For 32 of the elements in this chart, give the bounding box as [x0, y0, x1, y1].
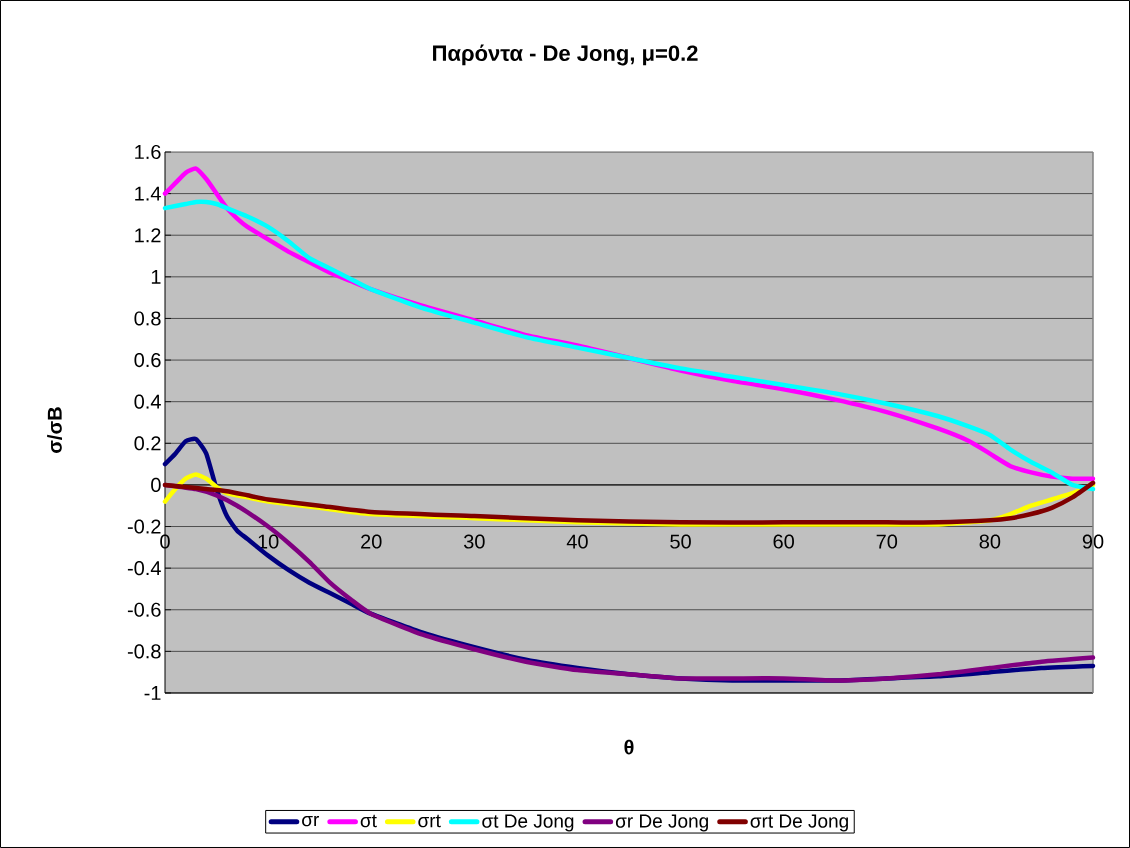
- y-tick-label: -0.2: [127, 519, 161, 534]
- y-tick-label: -0.4: [127, 561, 161, 576]
- y-tick-label: -1: [144, 686, 161, 700]
- y-tick-label: 0.2: [134, 436, 161, 451]
- x-axis-title: θ: [624, 739, 634, 755]
- y-tick-label: 1.4: [135, 186, 161, 201]
- y-tick-label: -0.8: [127, 644, 161, 659]
- y-tick-label: 0.6: [134, 352, 161, 368]
- x-tick-label: 30: [463, 534, 485, 549]
- x-tick-label: 50: [670, 534, 691, 549]
- legend-label: σrt: [418, 814, 441, 828]
- line-series: [162, 480, 1096, 525]
- x-tick-label: 80: [979, 534, 1001, 549]
- chart-title: Παρόντα - De Jong, μ=0.2: [433, 44, 698, 66]
- x-tick-label: 20: [361, 534, 382, 549]
- y-tick-label: 1.6: [135, 144, 161, 160]
- x-tick-label: 90: [1082, 534, 1104, 549]
- legend-label: σt: [360, 814, 377, 828]
- y-tick-label: 1.2: [135, 228, 161, 243]
- y-axis-title: σ/σB: [47, 407, 63, 453]
- x-tick-label: 60: [773, 534, 794, 549]
- y-tick-label: 0.4: [134, 394, 161, 409]
- legend-label: σr De Jong: [615, 814, 708, 832]
- legend-label: σrt De Jong: [750, 814, 848, 832]
- x-tick-label: 40: [566, 534, 588, 549]
- legend-label: σr: [302, 815, 320, 827]
- y-tick-label: 1: [151, 269, 161, 284]
- y-tick-label: 0: [151, 477, 161, 492]
- legend-label: σt De Jong: [482, 814, 574, 832]
- y-tick-label: 0.8: [134, 311, 161, 326]
- x-tick-label: 70: [876, 534, 898, 549]
- y-tick-label: -0.6: [127, 602, 161, 617]
